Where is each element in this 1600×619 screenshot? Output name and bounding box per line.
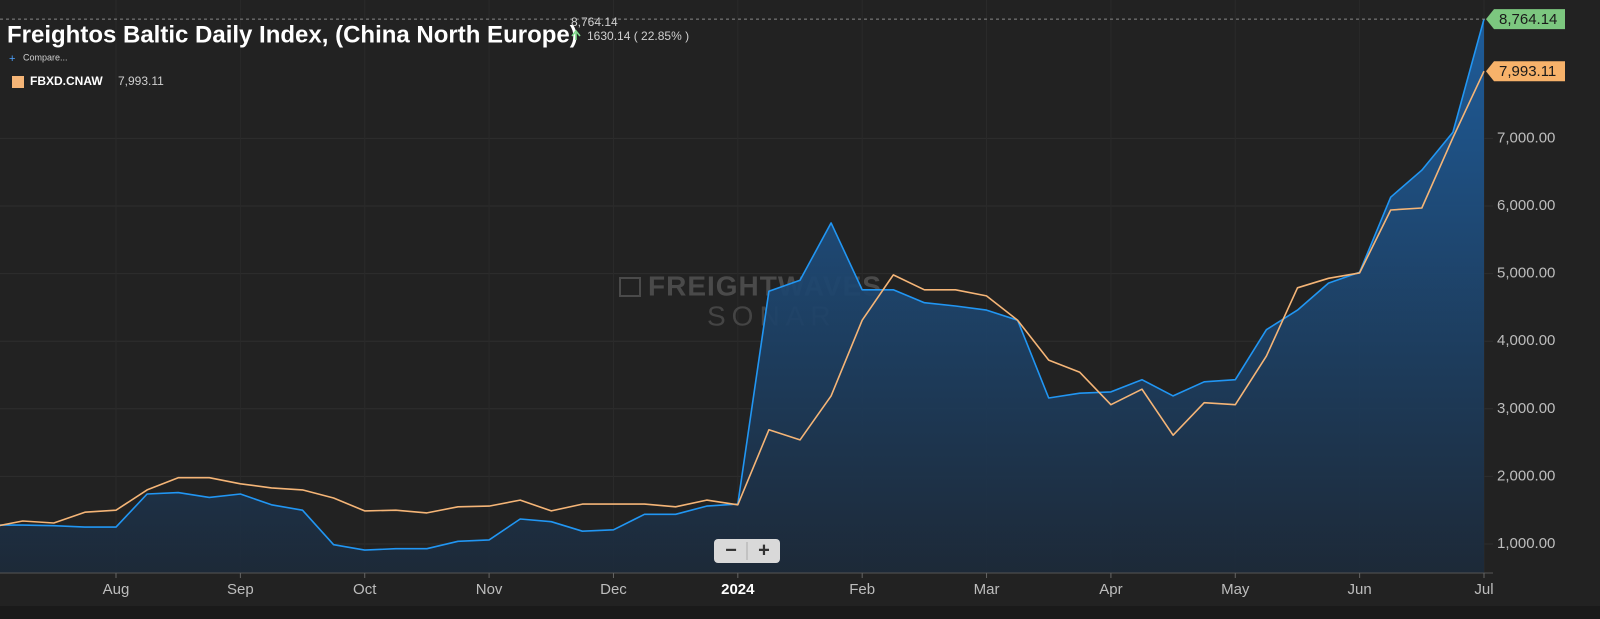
x-tick-label: May xyxy=(1221,581,1250,598)
change-label: 1630.14 ( 22.85% ) xyxy=(587,29,689,43)
compare-icon[interactable]: + xyxy=(9,53,15,65)
y-tick-label: 1,000.00 xyxy=(1497,535,1555,552)
y-tick-label: 3,000.00 xyxy=(1497,400,1555,417)
x-tick-label: Feb xyxy=(849,581,875,598)
y-tick-label: 2,000.00 xyxy=(1497,467,1555,484)
x-tick-label: Jul xyxy=(1474,581,1493,598)
zoom-controls: − + xyxy=(714,539,780,563)
value-label: 7,993.11 xyxy=(1499,63,1556,80)
x-tick-label: Mar xyxy=(974,581,1000,598)
y-tick-label: 5,000.00 xyxy=(1497,265,1555,282)
footer-band xyxy=(0,606,1600,619)
value-label: 8,764.14 xyxy=(1499,11,1557,28)
line xyxy=(0,70,1485,527)
legend-label: FBXD.CNAW xyxy=(30,74,103,88)
x-tick-label: Nov xyxy=(476,581,503,598)
x-tick-label: Oct xyxy=(353,581,377,598)
x-tick-label: Aug xyxy=(103,581,130,598)
last-value: 8,764.14 xyxy=(571,15,618,29)
value-flag xyxy=(1486,61,1565,82)
x-tick-label: Apr xyxy=(1099,581,1122,598)
x-tick-label: 2024 xyxy=(721,581,755,598)
compare-button[interactable]: Compare... xyxy=(23,52,68,62)
legend-value: 7,993.11 xyxy=(118,74,164,88)
legend-swatch xyxy=(12,76,24,88)
area xyxy=(0,19,1484,573)
y-tick-label: 7,000.00 xyxy=(1497,129,1555,146)
zoom-out[interactable]: − xyxy=(725,539,737,561)
x-tick-label: Sep xyxy=(227,581,254,598)
watermark-icon xyxy=(619,277,641,297)
x-tick-label: Dec xyxy=(600,581,627,598)
x-tick-label: Jun xyxy=(1348,581,1372,598)
up-arrow xyxy=(571,29,581,40)
y-tick-label: 4,000.00 xyxy=(1497,332,1555,349)
chart-title: Freightos Baltic Daily Index, (China Nor… xyxy=(7,21,578,48)
y-tick-label: 6,000.00 xyxy=(1497,197,1555,214)
zoom-in[interactable]: + xyxy=(758,539,770,561)
value-flag xyxy=(1486,9,1565,30)
